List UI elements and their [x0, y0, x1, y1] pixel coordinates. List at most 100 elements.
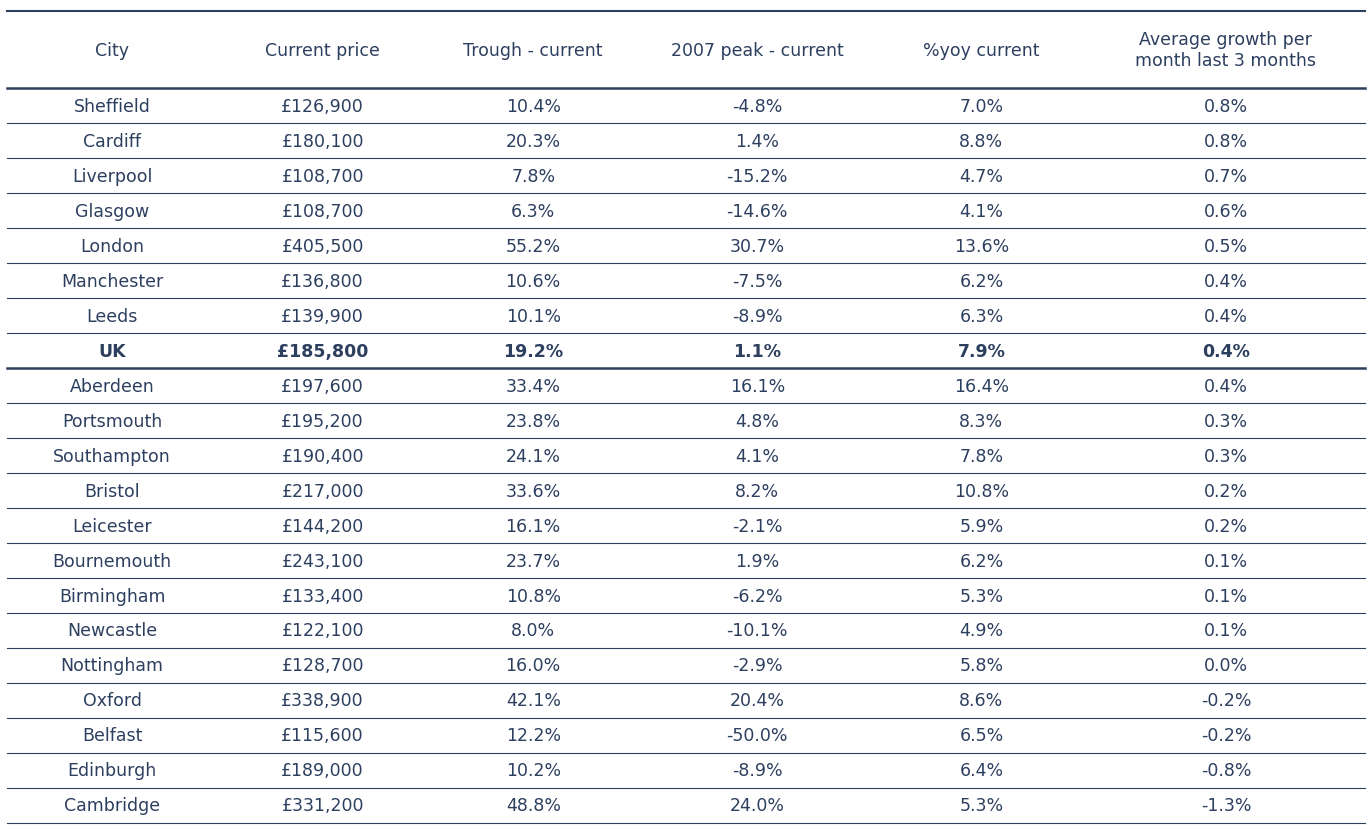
Text: 5.3%: 5.3% [959, 796, 1003, 815]
Text: Edinburgh: Edinburgh [67, 762, 156, 780]
Text: 20.4%: 20.4% [730, 691, 785, 710]
Text: 55.2%: 55.2% [506, 237, 561, 256]
Text: 5.8%: 5.8% [959, 657, 1003, 675]
Text: 6.3%: 6.3% [959, 308, 1003, 325]
Text: 30.7%: 30.7% [730, 237, 785, 256]
Text: 10.4%: 10.4% [506, 98, 561, 116]
Text: £128,700: £128,700 [281, 657, 364, 675]
Text: Newcastle: Newcastle [67, 622, 158, 640]
Text: Sheffield: Sheffield [74, 98, 151, 116]
Text: -7.5%: -7.5% [733, 272, 782, 290]
Text: -4.8%: -4.8% [733, 98, 782, 116]
Text: 20.3%: 20.3% [506, 132, 561, 151]
Text: 7.8%: 7.8% [512, 168, 556, 185]
Text: 0.1%: 0.1% [1203, 622, 1249, 640]
Text: 4.1%: 4.1% [959, 203, 1003, 221]
Text: £126,900: £126,900 [281, 98, 364, 116]
Text: 10.8%: 10.8% [506, 587, 561, 605]
Text: Liverpool: Liverpool [71, 168, 152, 185]
Text: Average growth per
month last 3 months: Average growth per month last 3 months [1136, 31, 1316, 70]
Text: 5.9%: 5.9% [959, 517, 1003, 535]
Text: Glasgow: Glasgow [75, 203, 150, 221]
Text: £122,100: £122,100 [281, 622, 364, 640]
Text: -50.0%: -50.0% [727, 727, 788, 744]
Text: London: London [80, 237, 144, 256]
Text: 10.1%: 10.1% [506, 308, 561, 325]
Text: UK: UK [99, 342, 126, 361]
Text: £405,500: £405,500 [281, 237, 364, 256]
Text: Belfast: Belfast [82, 727, 143, 744]
Text: 23.7%: 23.7% [506, 552, 561, 570]
Text: Leicester: Leicester [73, 517, 152, 535]
Text: 48.8%: 48.8% [506, 796, 561, 815]
Text: Current price: Current price [265, 42, 380, 60]
Text: £243,100: £243,100 [281, 552, 364, 570]
Text: £195,200: £195,200 [281, 412, 364, 430]
Text: -8.9%: -8.9% [733, 308, 782, 325]
Text: 4.8%: 4.8% [735, 412, 779, 430]
Text: 2007 peak - current: 2007 peak - current [671, 42, 844, 60]
Text: 0.8%: 0.8% [1203, 132, 1249, 151]
Text: 0.8%: 0.8% [1203, 98, 1249, 116]
Text: £133,400: £133,400 [281, 587, 364, 605]
Text: 7.8%: 7.8% [959, 447, 1003, 465]
Text: Portsmouth: Portsmouth [62, 412, 162, 430]
Text: 1.1%: 1.1% [733, 342, 781, 361]
Text: £189,000: £189,000 [281, 762, 364, 780]
Text: 16.1%: 16.1% [730, 377, 785, 395]
Text: -0.2%: -0.2% [1200, 727, 1251, 744]
Text: £217,000: £217,000 [281, 482, 364, 500]
Text: 13.6%: 13.6% [954, 237, 1008, 256]
Text: 4.9%: 4.9% [959, 622, 1003, 640]
Text: 16.1%: 16.1% [505, 517, 561, 535]
Text: £197,600: £197,600 [281, 377, 364, 395]
Text: Southampton: Southampton [54, 447, 172, 465]
Text: -8.9%: -8.9% [733, 762, 782, 780]
Text: 0.5%: 0.5% [1203, 237, 1249, 256]
Text: 24.0%: 24.0% [730, 796, 785, 815]
Text: Cambridge: Cambridge [64, 796, 161, 815]
Text: 6.2%: 6.2% [959, 272, 1003, 290]
Text: 1.4%: 1.4% [735, 132, 779, 151]
Text: Oxford: Oxford [82, 691, 141, 710]
Text: £115,600: £115,600 [281, 727, 364, 744]
Text: Manchester: Manchester [60, 272, 163, 290]
Text: 0.2%: 0.2% [1203, 482, 1249, 500]
Text: 0.7%: 0.7% [1203, 168, 1249, 185]
Text: £108,700: £108,700 [281, 168, 364, 185]
Text: 0.4%: 0.4% [1203, 377, 1249, 395]
Text: 0.4%: 0.4% [1203, 272, 1249, 290]
Text: 24.1%: 24.1% [506, 447, 561, 465]
Text: 8.2%: 8.2% [735, 482, 779, 500]
Text: Bournemouth: Bournemouth [52, 552, 172, 570]
Text: 6.3%: 6.3% [510, 203, 556, 221]
Text: 4.7%: 4.7% [959, 168, 1003, 185]
Text: 33.4%: 33.4% [506, 377, 561, 395]
Text: Leeds: Leeds [86, 308, 137, 325]
Text: 0.3%: 0.3% [1203, 447, 1249, 465]
Text: %yoy current: %yoy current [923, 42, 1040, 60]
Text: 6.5%: 6.5% [959, 727, 1003, 744]
Text: Cardiff: Cardiff [84, 132, 141, 151]
Text: 4.1%: 4.1% [735, 447, 779, 465]
Text: 6.4%: 6.4% [959, 762, 1003, 780]
Text: Birmingham: Birmingham [59, 587, 166, 605]
Text: -10.1%: -10.1% [727, 622, 788, 640]
Text: 8.0%: 8.0% [512, 622, 556, 640]
Text: 7.9%: 7.9% [958, 342, 1006, 361]
Text: 19.2%: 19.2% [504, 342, 564, 361]
Text: 10.6%: 10.6% [505, 272, 561, 290]
Text: 23.8%: 23.8% [506, 412, 561, 430]
Text: 0.6%: 0.6% [1203, 203, 1249, 221]
Text: 0.3%: 0.3% [1203, 412, 1249, 430]
Text: £144,200: £144,200 [281, 517, 364, 535]
Text: 6.2%: 6.2% [959, 552, 1003, 570]
Text: 0.2%: 0.2% [1203, 517, 1249, 535]
Text: -2.9%: -2.9% [733, 657, 782, 675]
Text: 8.8%: 8.8% [959, 132, 1003, 151]
Text: -14.6%: -14.6% [727, 203, 788, 221]
Text: £136,800: £136,800 [281, 272, 364, 290]
Text: 10.2%: 10.2% [506, 762, 561, 780]
Text: 33.6%: 33.6% [505, 482, 561, 500]
Text: 0.0%: 0.0% [1203, 657, 1249, 675]
